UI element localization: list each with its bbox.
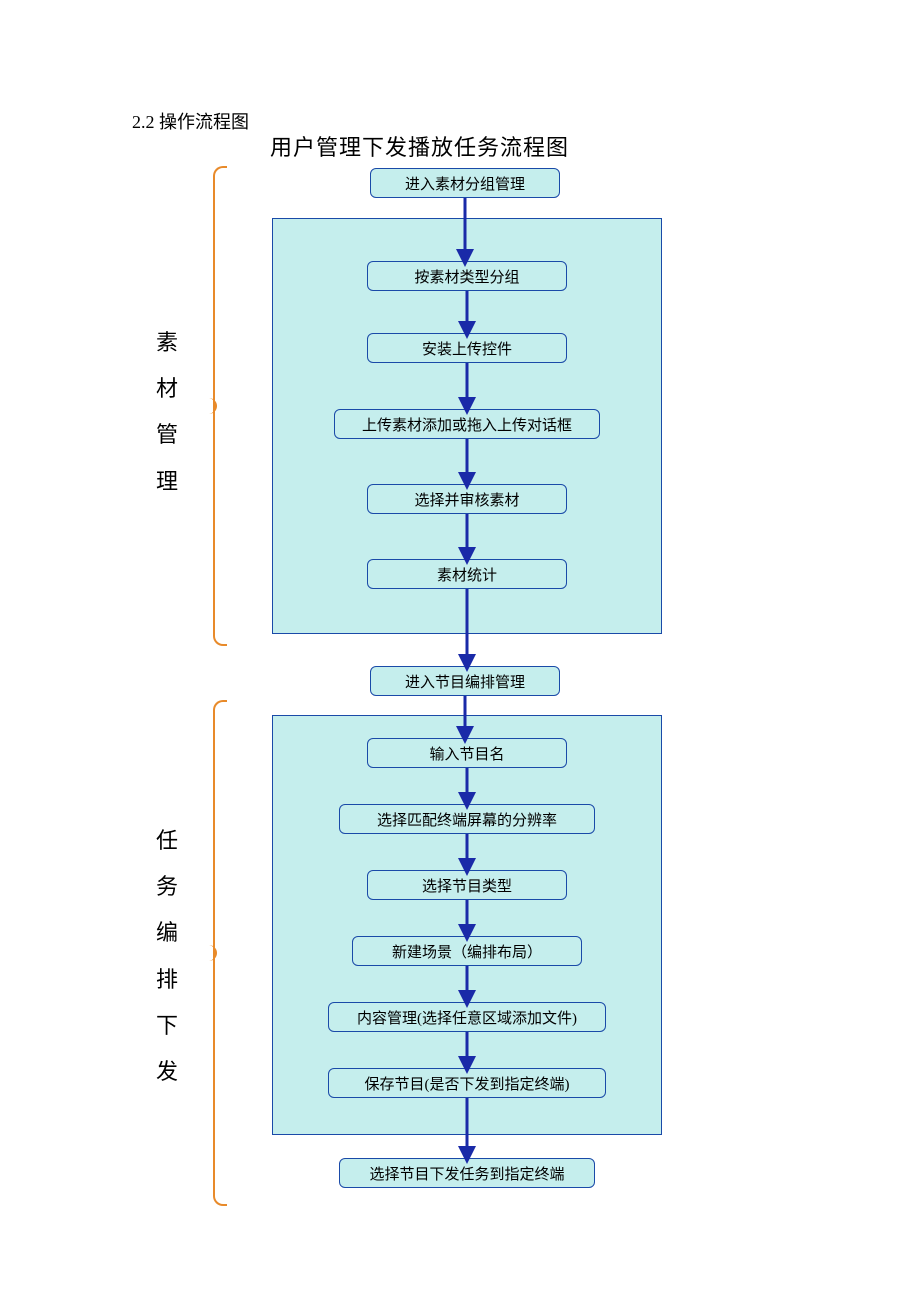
node-upload-material: 上传素材添加或拖入上传对话框 [334,409,600,439]
node-select-program-type: 选择节目类型 [367,870,567,900]
node-dispatch-task: 选择节目下发任务到指定终端 [339,1158,595,1188]
node-new-scene: 新建场景（编排布局） [352,936,582,966]
node-review-material: 选择并审核素材 [367,484,567,514]
node-content-manage: 内容管理(选择任意区域添加文件) [328,1002,606,1032]
node-enter-program-edit: 进入节目编排管理 [370,666,560,696]
node-input-program-name: 输入节目名 [367,738,567,768]
diagram-title: 用户管理下发播放任务流程图 [270,130,569,162]
node-install-uploader: 安装上传控件 [367,333,567,363]
brace-label-task: 任务编排下发 [156,818,178,1095]
node-group-by-type: 按素材类型分组 [367,261,567,291]
section-heading: 2.2 操作流程图 [132,108,249,134]
node-select-resolution: 选择匹配终端屏幕的分辨率 [339,804,595,834]
brace-label-material: 素材管理 [156,320,178,505]
flowchart-page: 2.2 操作流程图 用户管理下发播放任务流程图 进入素材分组管理 按素材类型分组… [0,0,920,1302]
node-material-stats: 素材统计 [367,559,567,589]
node-enter-material-group: 进入素材分组管理 [370,168,560,198]
brace-material [213,166,227,646]
node-save-program: 保存节目(是否下发到指定终端) [328,1068,606,1098]
brace-task [213,700,227,1206]
